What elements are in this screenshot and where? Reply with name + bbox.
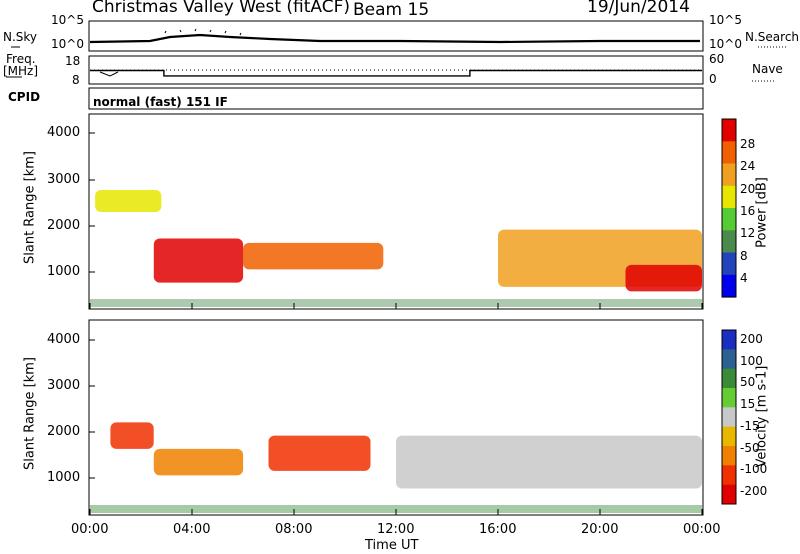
- velocity-cb-labels-tick-3: 15: [740, 397, 756, 412]
- power-ytick-2000: 2000: [47, 218, 81, 233]
- beam-label: Beam 15: [353, 0, 430, 20]
- power-colorbar-swatch-2: [722, 163, 736, 187]
- velocity-features-blob-2: [268, 435, 371, 471]
- nsky-noise-line: [89, 33, 700, 44]
- nsky-noise-scatter: [164, 28, 242, 36]
- power-colorbar: [722, 119, 736, 298]
- x-tick-label-5: 20:00: [581, 522, 619, 537]
- power-colorbar-frame: [721, 118, 737, 298]
- cpid-label: CPID: [8, 90, 41, 104]
- nsearch-label: N.Search: [745, 30, 800, 44]
- nave-tick-bottom: 0: [709, 72, 717, 86]
- x-tick-label-6: 00:00: [683, 522, 721, 537]
- velocity-cb-labels-tick-6: -100: [740, 462, 768, 477]
- velocity-colorbar-swatch-7: [722, 465, 736, 486]
- x-tick-label-4: 16:00: [479, 522, 517, 537]
- velocity-cb-labels-tick-0: 200: [740, 332, 763, 346]
- power-colorbar-swatch-1: [722, 141, 736, 165]
- velocity-colorbar: [722, 330, 736, 505]
- xaxis-label: Time UT: [365, 538, 419, 553]
- power-ytick-1000: 1000: [47, 264, 81, 279]
- power-colorbar-swatch-6: [722, 252, 736, 276]
- freq-line: [90, 69, 702, 77]
- velocity-ytick-1000: 1000: [47, 470, 81, 485]
- velocity-colorbar-swatch-5: [722, 426, 736, 447]
- power-colorbar-swatch-0: [722, 119, 736, 142]
- x-tick-label-0: 00:00: [71, 522, 109, 537]
- nsky-label: N.Sky: [3, 30, 38, 44]
- velocity-cb-labels-tick-2: 50: [740, 375, 756, 390]
- velocity-colorbar-swatch-2: [722, 368, 736, 389]
- x-ticks: [89, 303, 703, 515]
- power-cb-labels-tick-4: 12: [740, 226, 756, 241]
- velocity-y-ticks: [89, 339, 95, 479]
- velocity-colorbar-label: Velocity [m s-1]: [754, 365, 770, 468]
- nsky-tick-top: 10^5: [51, 13, 84, 27]
- power-ytick-3000: 3000: [47, 172, 81, 187]
- freq-label-1: Freq.: [6, 52, 36, 66]
- power-cb-labels-tick-0: 28: [740, 137, 756, 151]
- velocity-ytick-2000: 2000: [47, 424, 81, 439]
- freq-label-2: [MHz]: [3, 64, 39, 78]
- nsearch-tick-bottom: 10^0: [709, 37, 742, 51]
- velocity-cb-labels-tick-7: -200: [740, 483, 768, 498]
- velocity-ylabel: Slant Range [km]: [22, 357, 38, 470]
- nave-label: Nave: [752, 62, 783, 76]
- velocity-features-blob-3: [396, 435, 702, 489]
- power-colorbar-swatch-5: [722, 230, 736, 254]
- x-tick-label-2: 08:00: [275, 522, 313, 537]
- velocity-cb-labels-tick-1: 100: [740, 353, 763, 368]
- power-colorbar-swatch-7: [722, 274, 736, 298]
- velocity-colorbar-swatch-1: [722, 349, 736, 370]
- power-colorbar-label: Power [dB]: [754, 177, 770, 248]
- power-colorbar-swatch-4: [722, 208, 736, 231]
- power-features-blob-1: [153, 238, 244, 283]
- freq-tick-bottom: 8: [72, 73, 80, 87]
- power-features-blob-2: [243, 242, 384, 270]
- power-cb-labels-tick-6: 4: [740, 270, 748, 285]
- power-colorbar-swatch-3: [722, 185, 736, 209]
- nave-tick-top: 60: [709, 52, 725, 66]
- velocity-colorbar-swatch-0: [722, 330, 736, 350]
- nave-dip: [99, 71, 119, 77]
- velocity-colorbar-swatch-6: [722, 446, 736, 466]
- velocity-ytick-4000: 4000: [47, 332, 81, 347]
- power-ylabel: Slant Range [km]: [22, 151, 38, 264]
- power-features-blob-4: [625, 264, 702, 292]
- power-y-ticks: [89, 132, 95, 273]
- velocity-colorbar-swatch-8: [722, 484, 736, 505]
- velocity-colorbar-swatch-4: [722, 407, 736, 428]
- velocity-colorbar-frame: [721, 329, 737, 505]
- velocity-features-blob-0: [110, 422, 154, 449]
- nsky-panel-frame: [88, 20, 704, 52]
- x-tick-label-3: 12:00: [377, 522, 415, 537]
- velocity-cb-labels-tick-5: -50: [740, 440, 760, 455]
- power-ytick-4000: 4000: [47, 125, 81, 140]
- power-cb-labels-tick-1: 24: [740, 159, 756, 174]
- freq-tick-top: 18: [65, 54, 81, 68]
- power-cb-labels-tick-5: 8: [740, 248, 748, 263]
- velocity-colorbar-swatch-3: [722, 388, 736, 408]
- cpid-panel-frame: [88, 87, 704, 110]
- station-title: Christmas Valley West (fitACF): [92, 0, 351, 17]
- cpid-value: normal (fast) 151 IF: [93, 95, 228, 109]
- power-features-blob-0: [95, 190, 162, 212]
- nsky-tick-bottom: 10^0: [51, 37, 84, 51]
- x-tick-label-1: 04:00: [173, 522, 211, 537]
- power-cb-labels-tick-2: 20: [740, 181, 756, 196]
- power-cb-labels-tick-3: 16: [740, 203, 756, 218]
- nsearch-tick-top: 10^5: [709, 13, 742, 27]
- date-label: 19/Jun/2014: [587, 0, 690, 17]
- freq-panel-frame: [88, 55, 704, 85]
- velocity-cb-labels-tick-4: -15: [740, 418, 760, 433]
- velocity-ytick-3000: 3000: [47, 378, 81, 393]
- velocity-features-blob-1: [153, 448, 244, 476]
